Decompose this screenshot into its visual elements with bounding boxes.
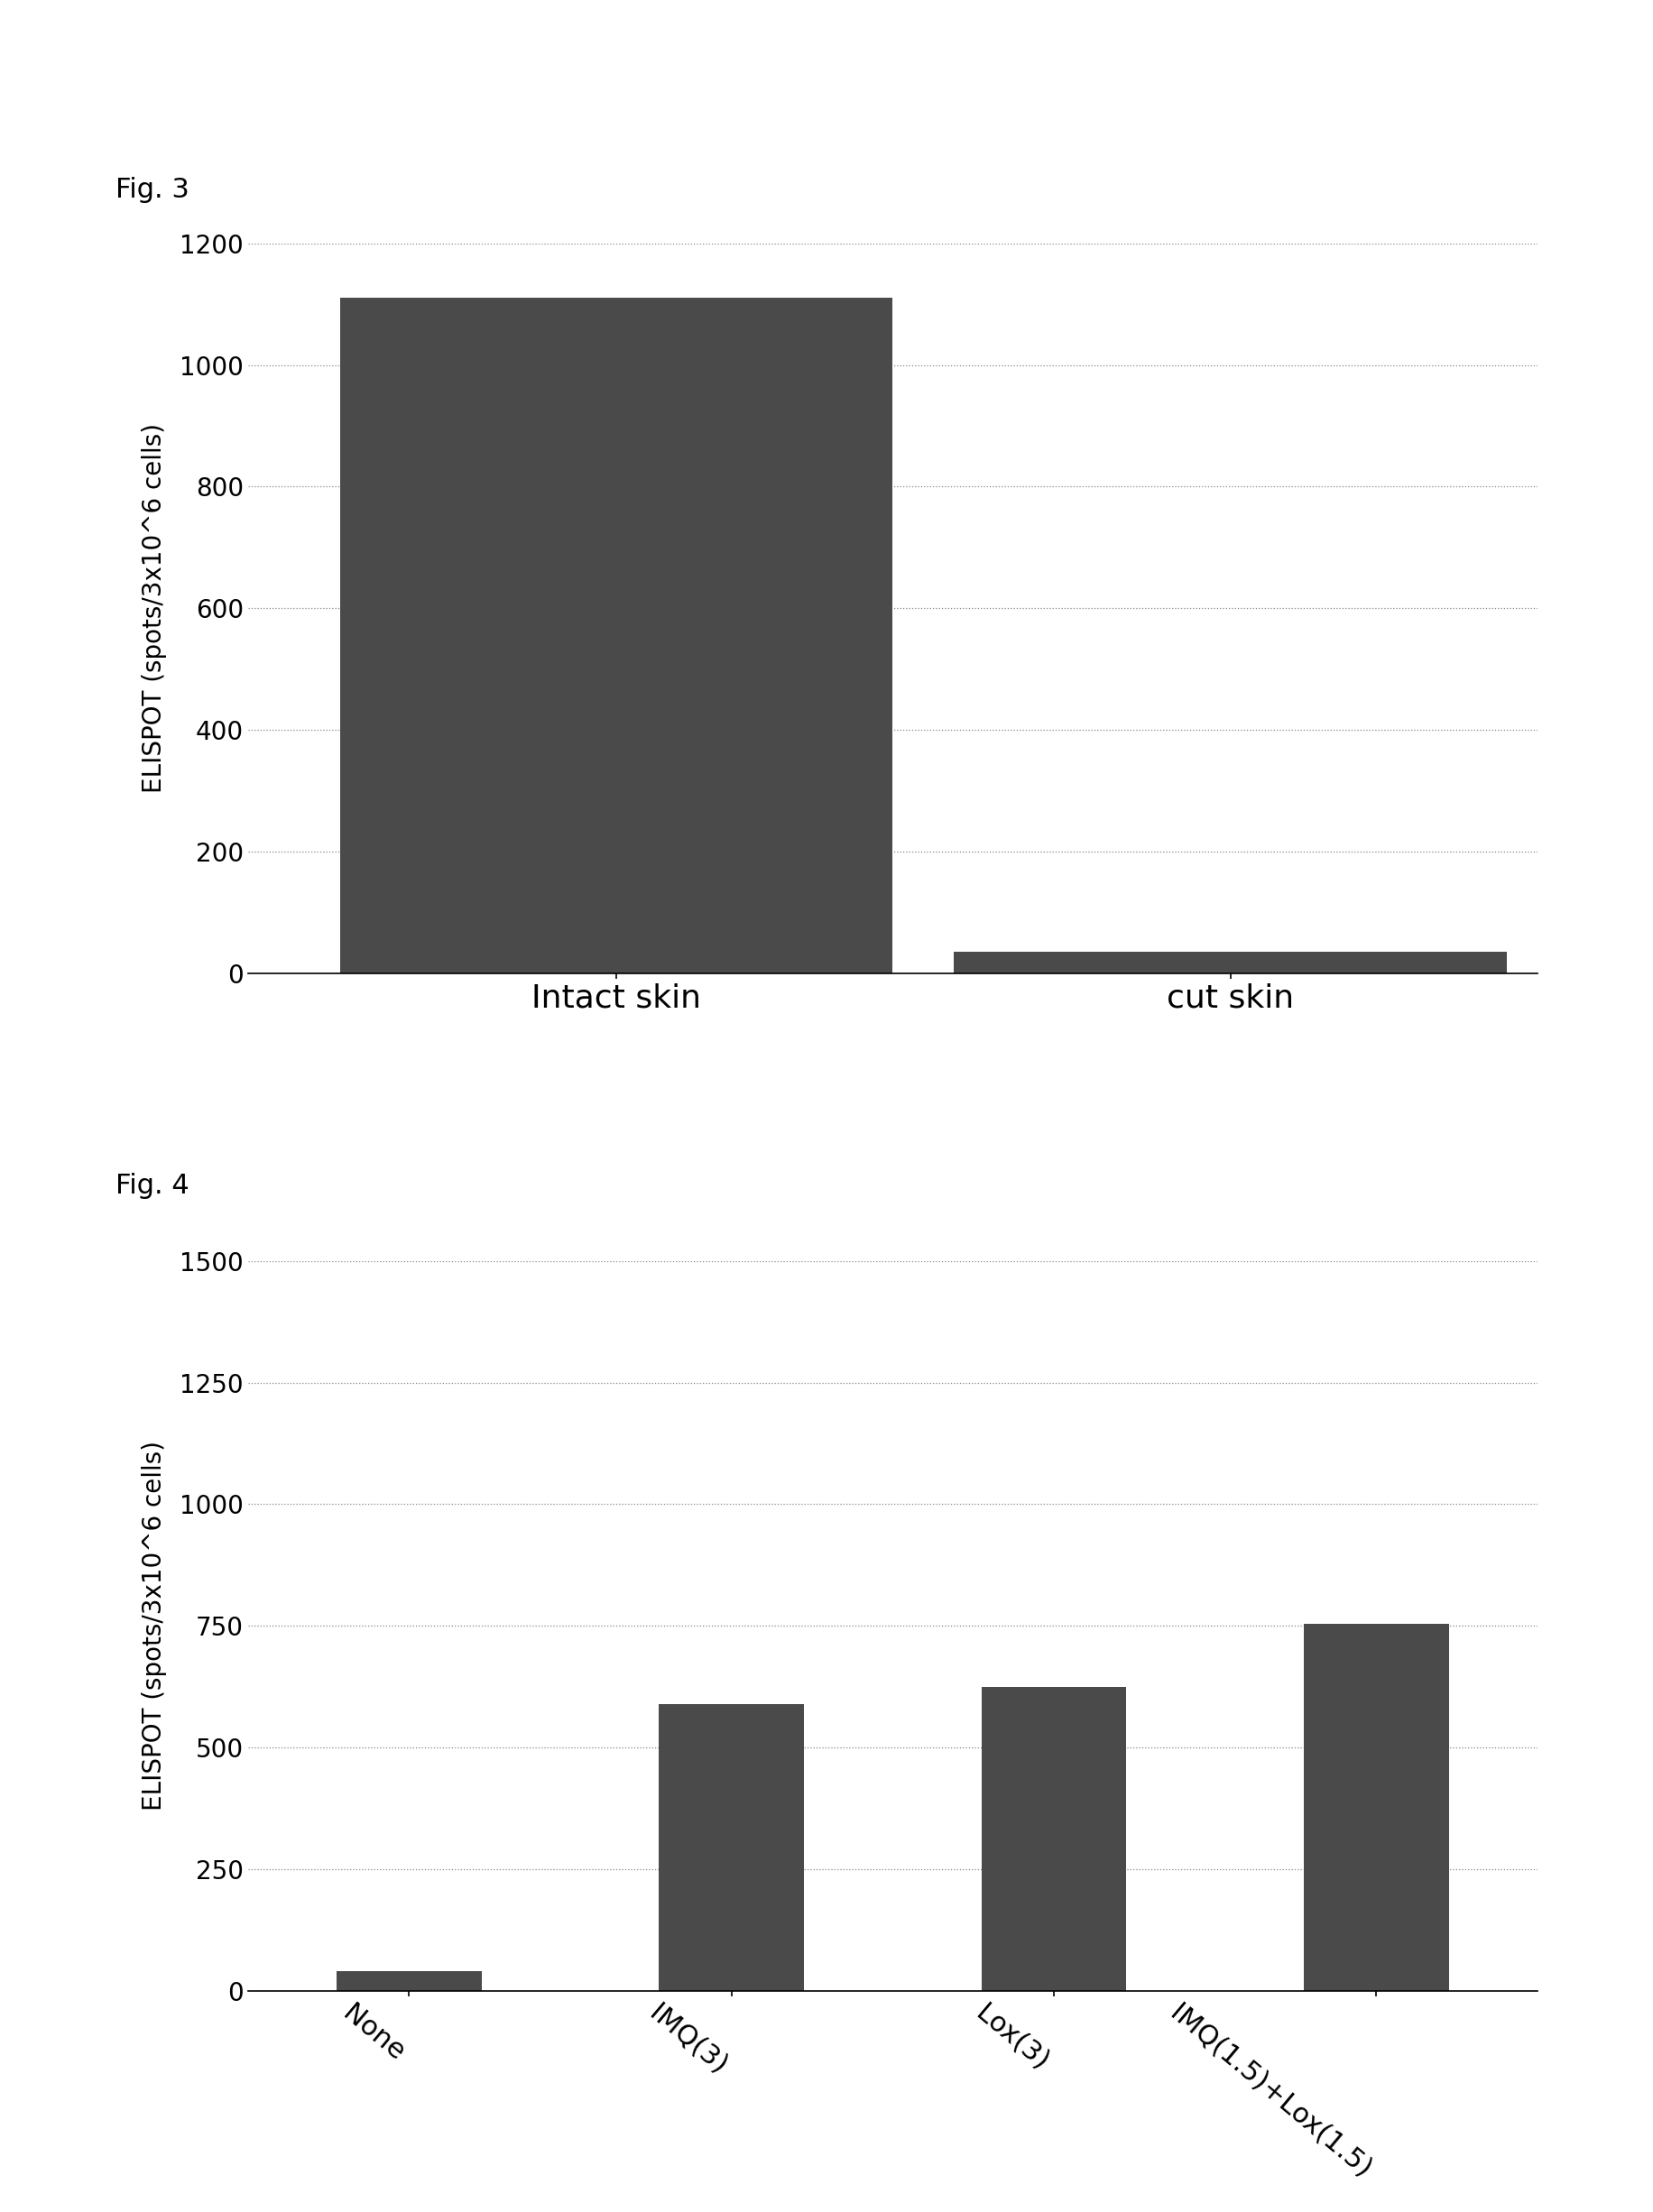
Y-axis label: ELISPOT (spots/3x10^6 cells): ELISPOT (spots/3x10^6 cells) <box>142 422 167 794</box>
Bar <box>341 299 893 973</box>
Text: Fig. 3: Fig. 3 <box>116 177 190 204</box>
Bar <box>954 951 1506 973</box>
Bar <box>1304 1624 1448 1991</box>
Bar <box>982 1686 1126 1991</box>
Text: Fig. 4: Fig. 4 <box>116 1172 190 1199</box>
Bar <box>660 1703 803 1991</box>
Bar <box>337 1971 481 1991</box>
Y-axis label: ELISPOT (spots/3x10^6 cells): ELISPOT (spots/3x10^6 cells) <box>142 1440 167 1812</box>
